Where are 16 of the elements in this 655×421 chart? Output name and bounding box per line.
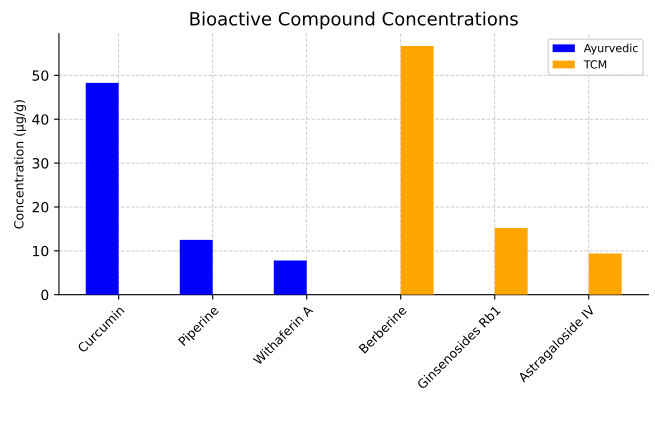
y-tick-label: 0 (41, 290, 48, 300)
bar (494, 228, 528, 295)
y-tick-label: 20 (32, 202, 48, 212)
bar (400, 46, 434, 295)
legend-label: Ayurvedic (584, 44, 638, 54)
chart-title: Bioactive Compound Concentrations (190, 12, 518, 30)
y-axis-title: Concentration (µg/g) (14, 100, 26, 229)
y-tick-label: 10 (33, 246, 48, 256)
legend-label: TCM (584, 60, 606, 69)
bar (588, 253, 622, 295)
y-tick-label: 50 (32, 70, 48, 81)
y-tick-label: 40 (32, 114, 48, 125)
bar (86, 82, 119, 295)
bar (180, 240, 213, 295)
y-tick-label: 30 (32, 158, 48, 169)
bar (274, 260, 307, 295)
